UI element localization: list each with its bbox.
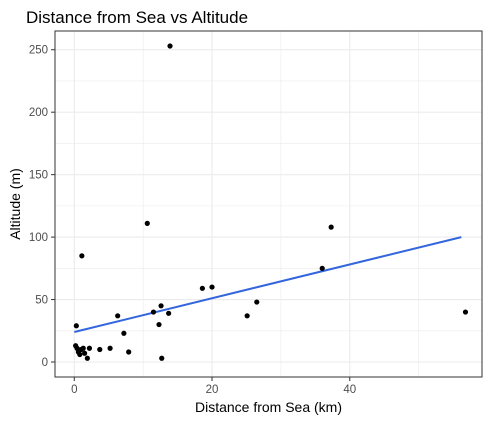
data-point [80, 345, 86, 351]
data-point [107, 345, 113, 351]
data-point [199, 285, 205, 291]
data-points [73, 43, 469, 361]
data-point [159, 355, 165, 361]
y-axis-ticks: 0 50 100 150 200 250 [29, 45, 55, 369]
data-point [156, 321, 162, 328]
y-axis-title: Altitude (m) [7, 168, 23, 240]
x-tick-label: 20 [206, 384, 219, 396]
data-point [84, 355, 90, 361]
x-axis-ticks: 0 20 40 [71, 377, 356, 396]
trend-line-group [74, 236, 462, 334]
plot-panel [55, 31, 482, 377]
y-tick-label: 100 [29, 232, 48, 244]
trend-line [74, 236, 462, 334]
data-point [86, 345, 93, 351]
x-tick-label: 0 [71, 384, 77, 396]
data-point [167, 43, 173, 49]
chart-title: Distance from Sea vs Altitude [26, 8, 248, 27]
plot-border [54, 30, 483, 378]
data-point [244, 313, 250, 319]
data-point [121, 330, 127, 336]
data-point [462, 309, 469, 315]
data-point [115, 313, 121, 319]
data-point [126, 349, 132, 355]
data-point [166, 310, 172, 316]
data-point [77, 351, 83, 358]
data-point [319, 265, 325, 271]
y-tick-label: 250 [29, 45, 48, 57]
y-tick-label: 200 [29, 107, 48, 119]
data-point [254, 299, 260, 305]
data-point [144, 220, 150, 226]
y-tick-label: 150 [29, 170, 48, 182]
data-point [209, 284, 215, 290]
data-point [97, 346, 103, 353]
data-point [150, 309, 157, 315]
data-point [328, 224, 334, 230]
data-point [73, 323, 79, 329]
y-tick-label: 50 [35, 295, 48, 307]
y-tick-label: 0 [42, 357, 48, 369]
data-point [79, 253, 85, 259]
grid-lines [55, 31, 482, 377]
data-point [158, 303, 164, 309]
x-tick-label: 40 [343, 384, 356, 396]
x-axis-title: Distance from Sea (km) [195, 399, 342, 415]
data-point [82, 350, 88, 356]
